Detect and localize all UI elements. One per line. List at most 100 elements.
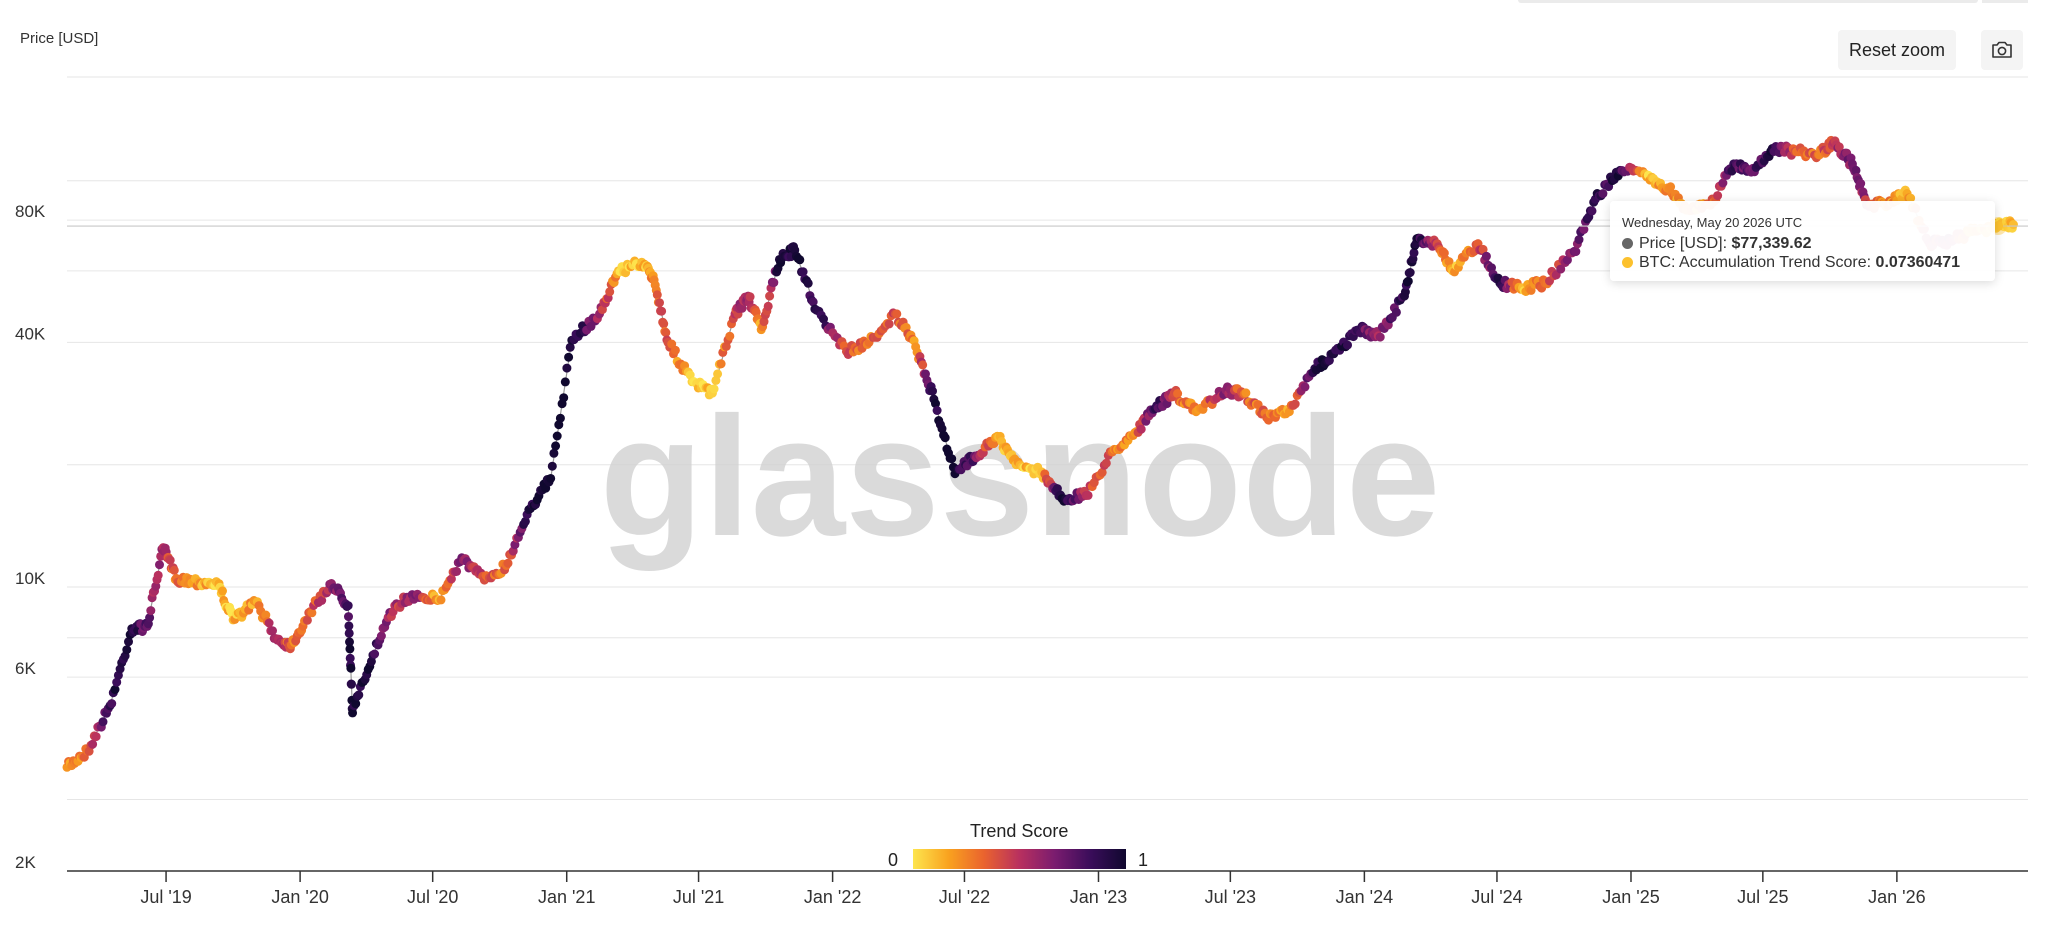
price-point [661, 328, 671, 338]
legend-max-label: 1 [1138, 850, 1149, 870]
price-point [436, 595, 446, 605]
hover-point [1993, 221, 2004, 232]
price-point [346, 663, 356, 673]
price-point [918, 360, 928, 370]
tooltip-price-value: $77,339.62 [1731, 235, 1812, 252]
price-point [725, 331, 735, 341]
price-point [345, 653, 355, 663]
price-point [940, 433, 950, 443]
price-point [657, 306, 667, 316]
price-point [344, 612, 353, 622]
price-point [565, 342, 575, 352]
price-point [1300, 382, 1310, 392]
price-point [1574, 235, 1584, 245]
price-point [1571, 247, 1581, 257]
price-point [88, 739, 98, 749]
toolbar-top-strip [1518, 0, 1978, 3]
price-point [892, 309, 902, 319]
price-point [1587, 206, 1597, 216]
price-point [552, 431, 562, 441]
price-point [655, 298, 664, 308]
price-point [264, 618, 274, 628]
price-point [765, 291, 775, 301]
price-point [302, 615, 312, 625]
price-point [155, 560, 164, 570]
price-point [1713, 191, 1723, 201]
reset-zoom-button[interactable]: Reset zoom [1838, 30, 1956, 70]
price-point [1598, 189, 1608, 199]
price-point [1136, 424, 1146, 434]
camera-icon [1992, 41, 2012, 58]
x-axis: Jul '19 Jan '20 Jul '20 Jan '21 Jul '21 Jan '… [67, 870, 2028, 907]
price-point [1409, 248, 1419, 258]
screenshot-button[interactable] [1981, 30, 2023, 70]
legend-title: Trend Score [970, 821, 1069, 841]
price-point [932, 406, 942, 415]
price-point [1666, 182, 1676, 192]
trend-score-colorbar [913, 849, 1126, 869]
price-point [737, 303, 747, 313]
price-point [1906, 193, 1916, 203]
price-point [452, 566, 462, 576]
x-tick-label: Jul '24 [1471, 887, 1522, 907]
price-point [307, 608, 317, 618]
price-point [560, 377, 570, 387]
price-point [763, 301, 773, 311]
x-tick-label: Jul '19 [140, 887, 191, 907]
x-tick-label: Jul '22 [939, 887, 990, 907]
price-point [769, 278, 779, 288]
y-tick-label: 40K [15, 324, 46, 343]
glassnode-watermark: glassnode [600, 382, 1441, 572]
price-point [803, 278, 813, 288]
y-axis-title: Price [USD] [20, 30, 99, 47]
price-point [928, 386, 937, 396]
price-point [931, 399, 940, 409]
price-point [91, 732, 101, 742]
price-point [317, 596, 327, 605]
price-point [110, 685, 120, 694]
x-tick-label: Jul '20 [407, 887, 458, 907]
grid-lines [67, 76, 2028, 800]
legend-min-label: 0 [888, 850, 899, 870]
price-point [1478, 244, 1488, 254]
price-point [446, 574, 456, 584]
price-point [1375, 332, 1385, 342]
price-point [1481, 251, 1491, 261]
price-point [559, 393, 569, 403]
x-tick-label: Jan '24 [1336, 887, 1393, 907]
x-tick-label: Jan '25 [1602, 887, 1659, 907]
price-point [343, 601, 353, 611]
price-point [1562, 255, 1572, 265]
price-point [1556, 264, 1566, 274]
price-point [98, 717, 108, 727]
price-point [344, 628, 354, 638]
tooltip-price-row: Price [USD]: $77,339.62 [1622, 234, 1983, 253]
price-point [344, 621, 354, 631]
price-point [1343, 340, 1352, 350]
price-point [376, 631, 386, 641]
y-tick-label: 2K [15, 853, 36, 872]
price-point [546, 473, 556, 483]
price-point [652, 290, 662, 300]
price-point [1851, 165, 1861, 175]
price-point [1173, 389, 1183, 399]
y-tick-label: 10K [15, 569, 46, 588]
price-point [547, 461, 557, 471]
tooltip-score-row: BTC: Accumulation Trend Score: 0.0736047… [1622, 253, 1983, 272]
price-point [1579, 225, 1589, 234]
price-point [713, 369, 723, 379]
price-point [112, 677, 122, 687]
price-point [1097, 467, 1107, 477]
price-point [659, 319, 669, 329]
price-point [1391, 307, 1401, 317]
price-point [551, 441, 561, 451]
price-point [605, 287, 615, 297]
price-point [1290, 399, 1300, 409]
price-point [165, 555, 175, 565]
toolbar-top-strip-right [1982, 0, 2028, 3]
x-tick-label: Jan '22 [804, 887, 861, 907]
hover-tooltip: Wednesday, May 20 2026 UTC Price [USD]: … [1610, 201, 1995, 281]
price-point [520, 516, 530, 526]
price-point [1718, 178, 1728, 188]
